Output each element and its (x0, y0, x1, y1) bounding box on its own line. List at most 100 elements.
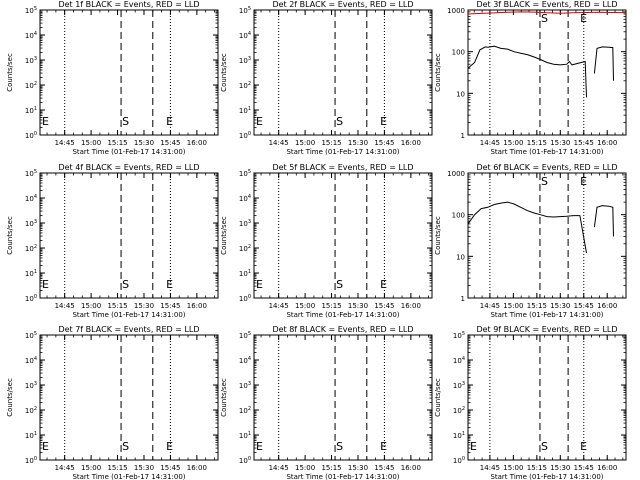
panel-title: Det 8f BLACK = Events, RED = LLD (272, 325, 413, 334)
y-tick-label: 102 (239, 406, 251, 415)
x-tick-label: 15:15 (527, 302, 547, 310)
x-axis-label: Start Time (01-Feb-17 14:31:00) (72, 473, 185, 480)
y-tick-label: 1000 (447, 170, 465, 178)
y-tick-label: 102 (25, 406, 37, 415)
y-tick-label: 1000 (447, 7, 465, 15)
x-tick-label: 16:00 (187, 139, 207, 147)
y-axis-label: Counts/sec (434, 53, 442, 92)
plot-frame (467, 172, 627, 299)
x-tick-label: 14:45 (480, 139, 500, 147)
marker-e: E (256, 278, 263, 291)
x-tick-label: 15:30 (348, 139, 368, 147)
x-tick-label: 15:15 (321, 464, 341, 472)
y-tick-label: 101 (453, 431, 465, 440)
y-tick-label: 100 (25, 131, 37, 140)
x-tick-label: 15:45 (574, 464, 594, 472)
marker-e: E (380, 278, 387, 291)
y-tick-label: 105 (25, 169, 37, 178)
y-axis-label: Counts/sec (220, 53, 228, 92)
y-tick-label: 104 (239, 356, 251, 365)
y-tick-label: 103 (25, 381, 37, 390)
x-tick-label: 15:15 (321, 139, 341, 147)
marker-e: E (256, 115, 263, 128)
y-tick-label: 103 (25, 56, 37, 65)
x-tick-label: 14:45 (269, 139, 289, 147)
y-tick-label: 10 (456, 253, 465, 261)
marker-s: S (541, 12, 548, 25)
marker-s: S (336, 115, 343, 128)
x-tick-label: 15:00 (503, 139, 523, 147)
x-tick-label: 14:45 (55, 464, 75, 472)
y-tick-label: 103 (25, 219, 37, 228)
y-axis-label: Counts/sec (6, 216, 14, 255)
y-tick-label: 101 (239, 106, 251, 115)
plot-frame (39, 334, 219, 461)
x-tick-label: 15:45 (160, 464, 180, 472)
y-tick-label: 101 (25, 106, 37, 115)
y-tick-label: 100 (239, 131, 251, 140)
x-tick-label: 14:45 (480, 464, 500, 472)
x-tick-label: 15:00 (81, 302, 101, 310)
y-tick-label: 104 (25, 356, 37, 365)
marker-e: E (42, 440, 49, 453)
marker-s: S (336, 278, 343, 291)
marker-e: E (256, 440, 263, 453)
x-tick-label: 14:45 (269, 464, 289, 472)
y-tick-label: 105 (453, 331, 465, 340)
panel-title: Det 2f BLACK = Events, RED = LLD (272, 0, 413, 9)
y-tick-label: 102 (239, 244, 251, 253)
y-axis-label: Counts/sec (220, 216, 228, 255)
x-tick-label: 15:45 (160, 139, 180, 147)
marker-e: E (380, 440, 387, 453)
x-tick-label: 15:30 (134, 464, 154, 472)
marker-s: S (122, 278, 129, 291)
marker-e: E (166, 278, 173, 291)
x-tick-label: 14:45 (55, 302, 75, 310)
x-axis-label: Start Time (01-Feb-17 14:31:00) (490, 311, 603, 319)
plot-frame (253, 172, 433, 299)
y-tick-label: 100 (453, 456, 465, 465)
marker-e: E (42, 115, 49, 128)
x-tick-label: 15:15 (527, 139, 547, 147)
x-tick-label: 15:30 (348, 302, 368, 310)
y-tick-label: 104 (239, 194, 251, 203)
marker-e: E (42, 278, 49, 291)
x-tick-label: 15:00 (81, 464, 101, 472)
x-tick-label: 15:30 (550, 302, 570, 310)
x-tick-label: 15:30 (134, 139, 154, 147)
y-tick-label: 102 (453, 406, 465, 415)
panel-det-1: Det 1f BLACK = Events, RED = LLD 100 101 10… (6, 0, 219, 156)
y-axis-label: Counts/sec (6, 53, 14, 92)
plot-frame (253, 9, 433, 136)
y-tick-label: 101 (25, 431, 37, 440)
y-tick-label: 103 (239, 219, 251, 228)
x-axis-label: Start Time (01-Feb-17 14:31:00) (72, 311, 185, 319)
y-tick-label: 104 (239, 31, 251, 40)
marker-s: S (122, 440, 129, 453)
series-black (593, 46, 614, 81)
x-tick-label: 16:00 (401, 302, 421, 310)
y-tick-label: 10 (456, 90, 465, 98)
panel-title: Det 9f BLACK = Events, RED = LLD (476, 325, 617, 334)
plot-frame (39, 172, 219, 299)
y-tick-label: 100 (239, 294, 251, 303)
x-tick-label: 15:15 (321, 302, 341, 310)
x-tick-label: 16:00 (597, 464, 617, 472)
y-tick-label: 105 (239, 6, 251, 15)
y-tick-label: 101 (239, 269, 251, 278)
y-tick-label: 105 (239, 331, 251, 340)
plot-frame (39, 9, 219, 136)
x-tick-label: 15:45 (574, 302, 594, 310)
y-tick-label: 101 (25, 269, 37, 278)
y-tick-label: 102 (25, 244, 37, 253)
x-tick-label: 15:30 (134, 302, 154, 310)
series-black (593, 205, 614, 237)
panel-title: Det 7f BLACK = Events, RED = LLD (58, 325, 199, 334)
panel-det-8: Det 8f BLACK = Events, RED = LLD 100 101 10… (220, 325, 433, 480)
panel-det-2: Det 2f BLACK = Events, RED = LLD 100 101 10… (220, 0, 433, 156)
x-tick-label: 16:00 (597, 139, 617, 147)
x-tick-label: 15:15 (527, 464, 547, 472)
x-tick-label: 15:15 (107, 139, 127, 147)
marker-e: E (166, 440, 173, 453)
